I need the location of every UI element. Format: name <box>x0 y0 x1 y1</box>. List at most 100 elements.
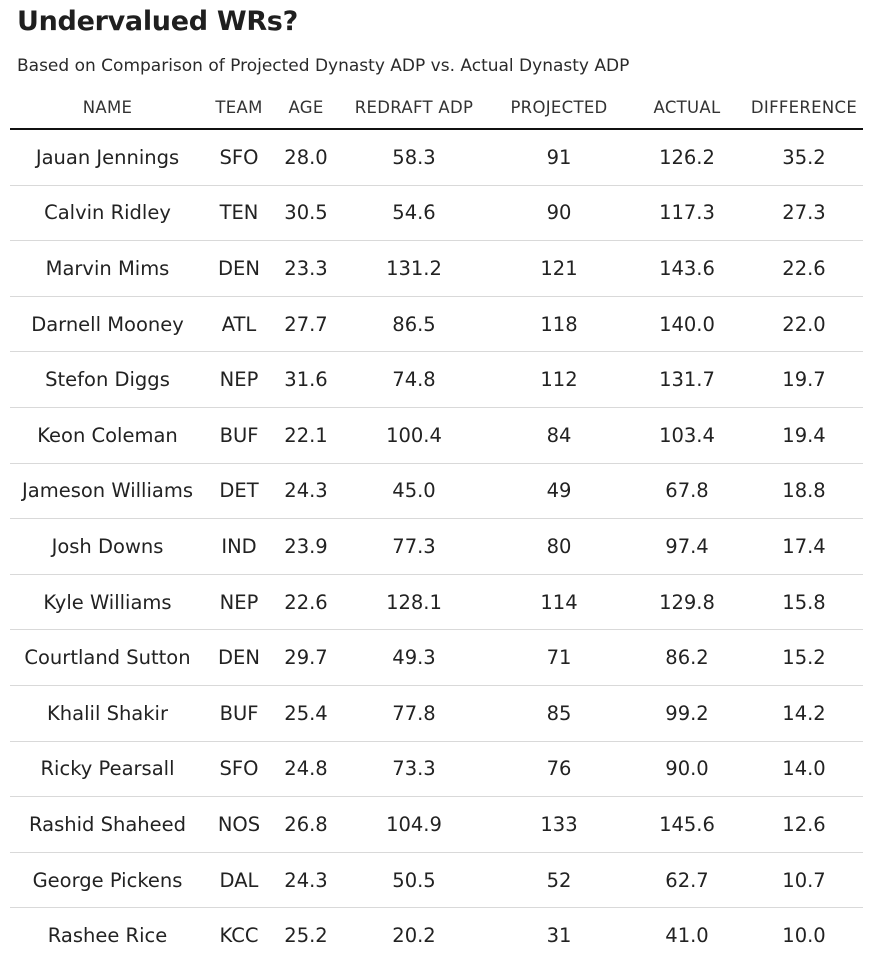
age-cell: 22.1 <box>273 407 339 464</box>
age-cell: 23.3 <box>273 240 339 297</box>
player-name-cell: Keon Coleman <box>10 407 205 464</box>
redraft-adp-cell: 86.5 <box>339 296 489 353</box>
table-row: Jameson Williams DET 24.3 45.0 49 67.8 18.8 <box>10 463 863 520</box>
table-row: George Pickens DAL 24.3 50.5 52 62.7 10.7 <box>10 852 863 909</box>
redraft-adp-cell: 74.8 <box>339 351 489 408</box>
age-cell: 24.3 <box>273 463 339 520</box>
age-cell: 30.5 <box>273 185 339 242</box>
player-name-cell: Marvin Mims <box>10 240 205 297</box>
redraft-adp-cell: 100.4 <box>339 407 489 464</box>
projected-cell: 133 <box>489 796 629 853</box>
chart-title: Undervalued WRs? <box>17 6 298 37</box>
table-row: Darnell Mooney ATL 27.7 86.5 118 140.0 22.0 <box>10 296 863 353</box>
redraft-adp-cell: 20.2 <box>392 924 436 948</box>
team-cell: TEN <box>205 185 273 242</box>
projected-cell: 49 <box>489 463 629 520</box>
player-name-cell: Josh Downs <box>10 518 205 575</box>
projected-cell: 91 <box>489 129 629 186</box>
chart-subtitle: Based on Comparison of Projected Dynasty… <box>17 56 630 76</box>
table-row: Marvin Mims DEN 23.3 131.2 121 143.6 22.6 <box>10 240 863 297</box>
age-cell: 25.4 <box>273 685 339 742</box>
age-cell: 29.7 <box>273 629 339 686</box>
team-cell: NEP <box>205 574 273 631</box>
difference-cell: 22.6 <box>745 240 863 297</box>
actual-cell: 62.7 <box>629 852 745 909</box>
projected-cell: 76 <box>489 741 629 798</box>
difference-cell: 27.3 <box>745 185 863 242</box>
column-header-redraft-adp: REDRAFT ADP <box>339 86 489 130</box>
projected-cell: 121 <box>489 240 629 297</box>
table-row: Stefon Diggs NEP 31.6 74.8 112 131.7 19.7 <box>10 351 863 408</box>
player-name-cell: Ricky Pearsall <box>10 741 205 798</box>
actual-cell: 140.0 <box>629 296 745 353</box>
player-name-cell: Rashid Shaheed <box>10 796 205 853</box>
difference-cell: 15.8 <box>745 574 863 631</box>
actual-cell: 41.0 <box>665 924 709 948</box>
column-header-difference: DIFFERENCE <box>745 86 863 130</box>
table-row: Calvin Ridley TEN 30.5 54.6 90 117.3 27.3 <box>10 185 863 242</box>
team-cell: DAL <box>205 852 273 909</box>
difference-cell: 14.2 <box>745 685 863 742</box>
difference-cell: 22.0 <box>745 296 863 353</box>
actual-cell: 97.4 <box>629 518 745 575</box>
redraft-adp-cell: 77.8 <box>339 685 489 742</box>
redraft-adp-cell: 50.5 <box>339 852 489 909</box>
team-cell: DEN <box>205 629 273 686</box>
projected-cell: 52 <box>489 852 629 909</box>
actual-cell: 145.6 <box>629 796 745 853</box>
redraft-adp-cell: 49.3 <box>339 629 489 686</box>
team-cell: BUF <box>205 407 273 464</box>
projected-cell: 114 <box>489 574 629 631</box>
table-row: Rashid Shaheed NOS 26.8 104.9 133 145.6 12.6 <box>10 796 863 853</box>
redraft-adp-cell: 45.0 <box>339 463 489 520</box>
age-cell: 27.7 <box>273 296 339 353</box>
player-name-cell: Jameson Williams <box>10 463 205 520</box>
team-cell: SFO <box>205 741 273 798</box>
difference-cell: 19.4 <box>745 407 863 464</box>
player-name-cell: Khalil Shakir <box>10 685 205 742</box>
actual-cell: 86.2 <box>629 629 745 686</box>
difference-cell: 14.0 <box>745 741 863 798</box>
table-row: Rashee Rice KCC 25.2 20.2 31 41.0 10.0 <box>10 908 863 963</box>
age-cell: 23.9 <box>273 518 339 575</box>
projected-cell: 71 <box>489 629 629 686</box>
difference-cell: 10.0 <box>782 924 826 948</box>
difference-cell: 19.7 <box>745 351 863 408</box>
age-cell: 22.6 <box>273 574 339 631</box>
projected-cell: 112 <box>489 351 629 408</box>
team-cell: DET <box>205 463 273 520</box>
actual-cell: 126.2 <box>629 129 745 186</box>
player-name-cell: Calvin Ridley <box>10 185 205 242</box>
player-name-cell: Courtland Sutton <box>10 629 205 686</box>
column-header-team: TEAM <box>205 86 273 130</box>
column-header-projected: PROJECTED <box>489 86 629 130</box>
team-cell: BUF <box>205 685 273 742</box>
redraft-adp-cell: 54.6 <box>339 185 489 242</box>
team-cell: DEN <box>205 240 273 297</box>
table-row: Jauan Jennings SFO 28.0 58.3 91 126.2 35.2 <box>10 129 863 186</box>
projected-cell: 118 <box>489 296 629 353</box>
player-name-cell: Jauan Jennings <box>10 129 205 186</box>
age-cell: 24.8 <box>273 741 339 798</box>
data-table: NAME TEAM AGE REDRAFT ADP PROJECTED ACTU… <box>10 86 863 963</box>
actual-cell: 103.4 <box>629 407 745 464</box>
table-row: Kyle Williams NEP 22.6 128.1 114 129.8 15.8 <box>10 574 863 631</box>
difference-cell: 15.2 <box>745 629 863 686</box>
player-name-cell: Rashee Rice <box>47 924 168 948</box>
age-cell: 31.6 <box>273 351 339 408</box>
redraft-adp-cell: 73.3 <box>339 741 489 798</box>
header-row: NAME TEAM AGE REDRAFT ADP PROJECTED ACTU… <box>10 86 863 130</box>
table-row: Ricky Pearsall SFO 24.8 73.3 76 90.0 14.0 <box>10 741 863 798</box>
actual-cell: 99.2 <box>629 685 745 742</box>
actual-cell: 129.8 <box>629 574 745 631</box>
difference-cell: 17.4 <box>745 518 863 575</box>
player-name-cell: Darnell Mooney <box>10 296 205 353</box>
redraft-adp-cell: 128.1 <box>339 574 489 631</box>
player-name-cell: Stefon Diggs <box>10 351 205 408</box>
projected-cell: 80 <box>489 518 629 575</box>
age-cell: 24.3 <box>273 852 339 909</box>
team-cell: KCC <box>219 924 259 948</box>
difference-cell: 18.8 <box>745 463 863 520</box>
age-cell: 28.0 <box>273 129 339 186</box>
